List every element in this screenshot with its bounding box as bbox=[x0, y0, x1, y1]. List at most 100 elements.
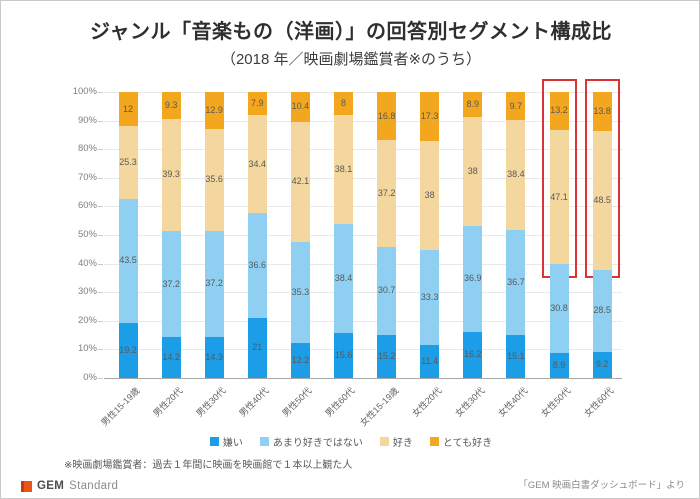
x-axis-label: 男性40代 bbox=[237, 385, 271, 419]
legend-item-like: 好き bbox=[379, 434, 413, 449]
bar-value-label: 38 bbox=[467, 166, 478, 177]
bar-segment-somewhat-dislike bbox=[549, 264, 569, 353]
bar-segment-dislike bbox=[592, 351, 612, 378]
legend: 嫌い あまり好きではない 好き とても好き bbox=[1, 434, 699, 449]
bar-segment-like bbox=[506, 120, 526, 230]
bar-segment-love bbox=[463, 92, 483, 118]
bar-value-label: 37.2 bbox=[162, 278, 180, 289]
footnote: ※映画劇場鑑賞者：過去１年間に映画を映画館で１本以上観た人 bbox=[64, 460, 353, 471]
x-axis-label: 女性60代 bbox=[582, 385, 616, 419]
bar-value-label: 47.1 bbox=[550, 191, 568, 202]
bar-segment-dislike bbox=[420, 345, 440, 378]
x-axis-label: 男性60代 bbox=[323, 385, 357, 419]
bar-value-label: 33.3 bbox=[420, 292, 439, 303]
bar-segment-like bbox=[377, 140, 397, 247]
logo-text-standard: Standard bbox=[69, 480, 119, 492]
x-axis-label: 男性20代 bbox=[151, 385, 185, 419]
bar-segment-dislike bbox=[247, 317, 267, 378]
legend-swatch-like bbox=[379, 437, 389, 446]
gridline bbox=[104, 292, 622, 294]
legend-swatch-love bbox=[429, 437, 439, 446]
y-tick-mark bbox=[98, 320, 103, 322]
bar-value-label: 16.8 bbox=[377, 110, 396, 121]
y-tick-mark bbox=[98, 349, 103, 351]
x-axis-label: 男性50代 bbox=[280, 385, 314, 419]
legend-label: 好き bbox=[392, 438, 413, 449]
y-tick-mark bbox=[98, 149, 103, 151]
legend-label: あまり好きではない bbox=[272, 438, 363, 449]
legend-swatch-dislike bbox=[209, 437, 219, 446]
chart-title: ジャンル「音楽もの（洋画）」の回答別セグメント構成比 bbox=[90, 21, 612, 43]
bar-value-label: 14.3 bbox=[205, 352, 223, 363]
y-tick-label: 70% bbox=[77, 171, 97, 183]
bar-segment-love bbox=[592, 92, 612, 132]
y-tick-label: 60% bbox=[77, 200, 97, 212]
gem-logo-icon bbox=[21, 480, 32, 492]
bar-value-label: 12 bbox=[122, 103, 133, 114]
bar-segment-like bbox=[204, 128, 224, 231]
y-tick-mark bbox=[98, 378, 103, 379]
bar-segment-dislike bbox=[290, 343, 310, 378]
bar-value-label: 38.1 bbox=[334, 163, 353, 174]
gridline bbox=[104, 92, 622, 93]
gridline bbox=[104, 349, 622, 351]
bar-value-label: 38 bbox=[424, 190, 435, 201]
bar-segment-dislike bbox=[161, 337, 181, 378]
bar-segment-somewhat-dislike bbox=[506, 229, 526, 335]
y-tick-label: 80% bbox=[77, 143, 97, 155]
x-axis-label: 女性50代 bbox=[539, 385, 573, 419]
bar-segment-somewhat-dislike bbox=[161, 230, 181, 338]
bar-value-label: 17.3 bbox=[420, 111, 439, 122]
y-tick-mark bbox=[98, 235, 103, 236]
y-tick-mark bbox=[98, 206, 103, 208]
y-tick-label: 0% bbox=[83, 372, 97, 383]
bar-segment-like bbox=[592, 131, 612, 271]
y-tick-label: 40% bbox=[77, 257, 97, 269]
bar-segment-love bbox=[420, 92, 440, 142]
bar-value-label: 15.1 bbox=[507, 350, 525, 361]
bar-value-label: 48.5 bbox=[593, 195, 611, 206]
bar-value-label: 34.4 bbox=[248, 158, 267, 169]
gridline bbox=[104, 263, 622, 265]
y-tick-mark bbox=[98, 263, 103, 265]
bar-value-label: 12.2 bbox=[291, 355, 310, 366]
gridline bbox=[104, 149, 622, 151]
bar-segment-like bbox=[247, 114, 267, 214]
x-axis-label: 男性15-19歳 bbox=[99, 385, 142, 428]
bar-segment-love bbox=[204, 92, 224, 129]
gridline bbox=[104, 206, 622, 208]
bar-segment-love bbox=[506, 92, 526, 121]
y-tick-label: 90% bbox=[77, 114, 97, 126]
bar-value-label: 25.3 bbox=[119, 156, 137, 167]
bar-value-label: 9.2 bbox=[595, 359, 609, 370]
bar-value-label: 9.7 bbox=[509, 100, 523, 111]
bar-value-label: 21 bbox=[252, 342, 263, 353]
y-tick-label: 30% bbox=[77, 286, 97, 298]
bar-value-label: 30.8 bbox=[550, 303, 568, 313]
gridline bbox=[104, 320, 622, 322]
bar-value-label: 15.2 bbox=[377, 350, 396, 361]
bar-segment-like bbox=[118, 126, 138, 199]
bar-segment-dislike bbox=[204, 337, 224, 378]
legend-item-love: とても好き bbox=[429, 434, 492, 449]
bar-segment-like bbox=[161, 118, 181, 231]
bar-segment-somewhat-dislike bbox=[290, 242, 310, 344]
bar-value-label: 35.3 bbox=[291, 287, 310, 298]
x-axis-label: 女性20代 bbox=[409, 385, 444, 419]
gem-standard-logo: GEM Standard bbox=[21, 480, 118, 492]
bar-value-label: 38.4 bbox=[334, 272, 353, 283]
bar-segment-dislike bbox=[549, 352, 569, 378]
bar-segment-love bbox=[118, 92, 138, 127]
x-axis-label: 女性40代 bbox=[496, 385, 530, 419]
legend-item-somewhat-dislike: あまり好きではない bbox=[259, 434, 363, 449]
bar-value-label: 8.9 bbox=[552, 359, 566, 370]
bar-segment-love bbox=[247, 92, 267, 115]
bar-segment-somewhat-dislike bbox=[118, 198, 138, 324]
bar-segment-like bbox=[334, 114, 353, 224]
bar-value-label: 19.2 bbox=[119, 345, 137, 356]
y-tick-mark bbox=[98, 292, 103, 294]
legend-label: 嫌い bbox=[222, 438, 243, 449]
bar-value-label: 36.7 bbox=[507, 276, 525, 287]
y-tick-label: 50% bbox=[77, 229, 97, 240]
